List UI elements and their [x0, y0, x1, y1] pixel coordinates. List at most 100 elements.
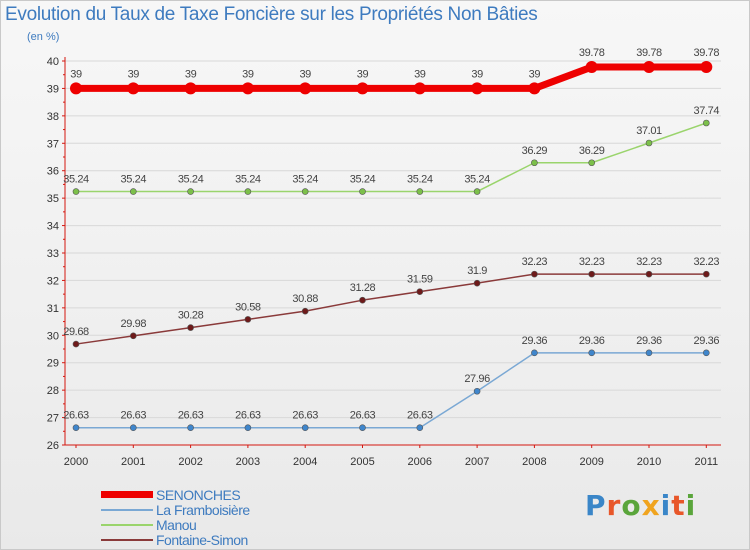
logo-letter: i	[685, 489, 697, 522]
data-label: 39	[299, 68, 311, 80]
data-point	[359, 188, 366, 195]
logo-letter: t	[671, 489, 686, 522]
data-label: 26.63	[121, 410, 147, 422]
data-point	[588, 159, 596, 167]
logo-letter: i	[660, 489, 672, 522]
x-tick-label: 2010	[637, 456, 661, 468]
y-tick-label: 38	[47, 111, 59, 123]
data-label: 29.98	[121, 318, 147, 330]
data-point	[473, 279, 481, 287]
data-point	[585, 61, 598, 74]
data-label: 39	[128, 68, 140, 80]
data-point	[356, 82, 369, 95]
data-label: 30.88	[292, 293, 318, 305]
y-tick-label: 27	[47, 413, 59, 425]
y-tick-label: 40	[47, 56, 59, 68]
legend-swatch	[101, 538, 153, 541]
data-point	[70, 82, 82, 95]
data-label: 29.36	[522, 335, 548, 347]
chart-title: Evolution du Taux de Taxe Foncière sur l…	[5, 4, 538, 25]
data-label: 32.23	[579, 256, 605, 268]
x-tick-label: 2009	[579, 456, 603, 468]
data-label: 29.68	[63, 326, 89, 338]
data-label: 29.36	[636, 335, 662, 347]
data-point	[127, 82, 140, 95]
data-label: 35.24	[407, 174, 433, 186]
data-label: 35.24	[178, 174, 204, 186]
legend-label: La Framboisière	[156, 501, 250, 518]
y-tick-label: 30	[47, 330, 59, 342]
data-point	[187, 324, 194, 331]
data-point	[531, 270, 538, 278]
data-label: 26.63	[235, 410, 261, 422]
data-label: 30.28	[178, 310, 204, 322]
data-label: 26.63	[350, 410, 376, 422]
data-point	[702, 119, 710, 127]
data-label: 29.36	[694, 335, 720, 347]
data-label: 39	[529, 68, 541, 80]
data-point	[531, 349, 538, 357]
data-label: 35.24	[292, 174, 318, 186]
x-tick-label: 2004	[293, 456, 317, 468]
data-label: 39	[242, 68, 254, 80]
data-label: 36.29	[579, 145, 605, 157]
data-point	[359, 296, 366, 304]
data-label: 35.24	[464, 174, 490, 186]
legend-item: Fontaine-Simon	[101, 532, 248, 548]
legend-item: La Framboisière	[101, 501, 250, 518]
data-label: 31.9	[467, 265, 487, 277]
data-point	[416, 188, 424, 195]
data-point	[244, 188, 252, 195]
logo-letter: P	[585, 489, 607, 522]
y-tick-label: 36	[47, 166, 59, 178]
logo-letter: x	[641, 489, 661, 522]
data-label: 39	[471, 68, 483, 80]
data-label: 39.78	[579, 47, 605, 59]
data-point	[473, 188, 481, 195]
data-label: 39	[70, 68, 82, 80]
data-point	[244, 316, 252, 323]
logo-letter: o	[621, 489, 642, 522]
series-line-fontaine-simon	[75, 273, 708, 345]
data-label: 32.23	[636, 256, 662, 268]
data-point	[72, 424, 80, 432]
legend-label: Manou	[156, 516, 197, 533]
legend-swatch	[101, 523, 153, 526]
x-tick-label: 2002	[178, 456, 202, 468]
data-label: 26.63	[292, 410, 318, 422]
data-label: 26.63	[178, 410, 204, 422]
logo-letter: r	[606, 489, 622, 522]
y-tick-label: 33	[47, 248, 59, 260]
data-point	[72, 188, 80, 195]
data-point	[702, 270, 710, 278]
data-point	[299, 82, 312, 95]
data-point	[359, 424, 366, 432]
y-tick-label: 32	[47, 275, 59, 287]
y-tick-label: 29	[47, 358, 59, 370]
data-point	[301, 188, 309, 195]
series-line-senonches	[72, 63, 710, 92]
data-point	[645, 270, 653, 278]
data-label: 37.01	[636, 125, 662, 137]
data-point	[187, 188, 194, 195]
x-tick-label: 2003	[236, 456, 260, 468]
proxiti-logo: Proxiti	[585, 489, 696, 522]
data-label: 29.36	[579, 335, 605, 347]
data-label: 35.24	[63, 174, 89, 186]
legend-swatch	[101, 491, 153, 498]
data-point	[301, 424, 309, 432]
unit-label: (en %)	[27, 31, 60, 43]
data-label: 35.24	[121, 174, 147, 186]
data-label: 39.78	[636, 47, 662, 59]
x-tick-label: 2008	[522, 456, 546, 468]
y-tick-label: 35	[47, 193, 59, 205]
x-tick-label: 2005	[350, 456, 374, 468]
data-point	[72, 340, 80, 348]
data-point	[471, 82, 484, 95]
data-point	[416, 424, 424, 432]
data-point	[588, 270, 596, 278]
data-label: 39.78	[694, 47, 720, 59]
data-label: 39	[414, 68, 426, 80]
